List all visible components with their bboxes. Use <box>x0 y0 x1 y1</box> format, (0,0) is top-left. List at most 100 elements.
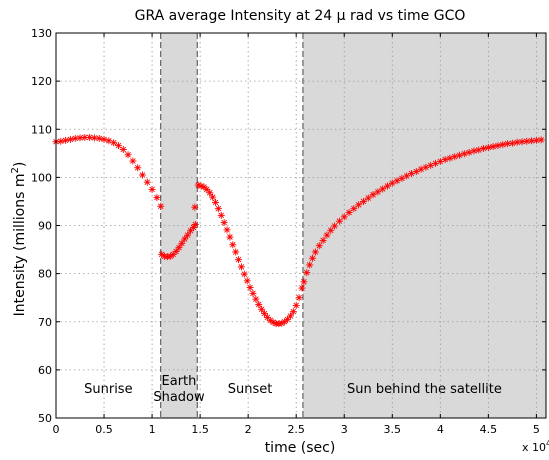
y-tick-label: 100 <box>31 171 52 184</box>
data-point-marker <box>181 235 189 243</box>
data-point-marker <box>441 156 449 164</box>
data-point-marker <box>66 135 74 143</box>
region-boundary-layer <box>160 33 304 418</box>
data-point-marker <box>319 236 327 244</box>
data-point-marker <box>465 148 473 156</box>
data-point-marker <box>451 153 459 161</box>
x-tick-label: 3.5 <box>384 423 402 436</box>
data-point-marker <box>289 308 297 316</box>
y-tick-label: 130 <box>31 27 52 40</box>
data-point-marker <box>110 139 118 147</box>
data-point-marker <box>209 193 217 201</box>
x-tick-label: 4 <box>437 423 444 436</box>
data-point-marker <box>260 310 268 318</box>
data-point-marker <box>124 151 132 159</box>
data-point-marker <box>246 284 254 292</box>
data-point-marker <box>388 179 396 187</box>
x-axis-label: time (sec) <box>265 440 336 456</box>
data-point-marker <box>323 231 331 239</box>
data-point-marker <box>309 254 317 262</box>
data-point-marker <box>359 197 367 205</box>
x-tick-label: 0.5 <box>95 423 113 436</box>
x-axis-multiplier-base: x 10 <box>522 441 546 454</box>
data-point-marker <box>350 205 358 213</box>
x-axis-multiplier: x 104 <box>522 439 549 454</box>
data-point-marker <box>206 189 214 197</box>
data-point-marker <box>76 134 84 142</box>
data-point-marker <box>513 138 521 146</box>
grid-layer <box>56 33 546 418</box>
data-point-marker <box>237 263 245 271</box>
region-shade-3 <box>302 33 546 418</box>
data-point-marker <box>499 141 507 149</box>
data-point-marker <box>240 270 248 278</box>
data-point-marker <box>148 185 156 193</box>
data-point-marker <box>105 137 113 145</box>
data-point-marker <box>95 134 103 142</box>
data-point-marker <box>214 205 222 213</box>
data-point-marker <box>191 203 199 211</box>
y-tick-label: 70 <box>38 316 52 329</box>
y-axis-label: Intensity (millions m2) <box>10 162 28 317</box>
x-tick-label: 0 <box>53 423 60 436</box>
data-markers-layer <box>52 133 545 328</box>
data-point-marker <box>223 226 231 234</box>
data-point-marker <box>494 142 502 150</box>
region-label-1-line-0: Earth <box>162 374 197 389</box>
x-tick-label: 2.5 <box>287 423 305 436</box>
data-point-marker <box>345 209 353 217</box>
data-point-marker <box>292 301 300 309</box>
y-tick-label: 120 <box>31 75 52 88</box>
y-tick-label: 80 <box>38 268 52 281</box>
data-point-marker <box>303 269 311 277</box>
data-point-marker <box>232 248 240 256</box>
x-tick-label: 3 <box>341 423 348 436</box>
data-point-marker <box>138 171 146 179</box>
data-point-marker <box>335 217 343 225</box>
data-point-marker <box>298 284 306 292</box>
data-point-marker <box>153 194 161 202</box>
data-point-marker <box>175 244 183 252</box>
data-point-marker <box>300 278 308 286</box>
data-point-marker <box>355 201 363 209</box>
data-point-marker <box>119 145 127 153</box>
data-point-marker <box>172 247 180 255</box>
data-point-marker <box>523 137 531 145</box>
data-point-marker <box>191 221 199 229</box>
data-point-marker <box>532 136 540 144</box>
y-axis-label-main: Intensity (millions m <box>12 173 28 316</box>
data-point-marker <box>470 147 478 155</box>
data-point-marker <box>489 143 497 151</box>
y-tick-label: 90 <box>38 220 52 233</box>
y-axis-label-superscript: 2 <box>10 167 21 173</box>
data-point-marker <box>446 154 454 162</box>
data-point-marker <box>252 295 260 303</box>
data-point-marker <box>57 137 65 145</box>
y-axis-label-close: ) <box>12 162 28 167</box>
data-point-marker <box>258 305 266 313</box>
x-axis-multiplier-exponent: 4 <box>546 439 549 448</box>
data-point-marker <box>235 256 243 264</box>
data-point-marker <box>243 277 251 285</box>
data-point-marker <box>71 134 79 142</box>
data-point-marker <box>340 213 348 221</box>
data-point-marker <box>226 233 234 241</box>
data-point-marker <box>528 137 536 145</box>
x-tick-label: 5 <box>533 423 540 436</box>
data-point-marker <box>331 222 339 230</box>
y-tick-label: 110 <box>31 123 52 136</box>
data-point-marker <box>364 194 372 202</box>
data-point-marker <box>327 226 335 234</box>
data-point-marker <box>211 198 219 206</box>
region-label-1-line-1: Shadow <box>153 390 205 405</box>
data-point-marker <box>504 140 512 148</box>
data-point-marker <box>86 133 94 141</box>
data-point-marker <box>286 312 294 320</box>
data-point-marker <box>508 139 516 147</box>
data-point-marker <box>229 241 237 249</box>
y-tick-label: 60 <box>38 364 52 377</box>
x-tick-label: 2 <box>245 423 252 436</box>
data-point-marker <box>184 231 192 239</box>
